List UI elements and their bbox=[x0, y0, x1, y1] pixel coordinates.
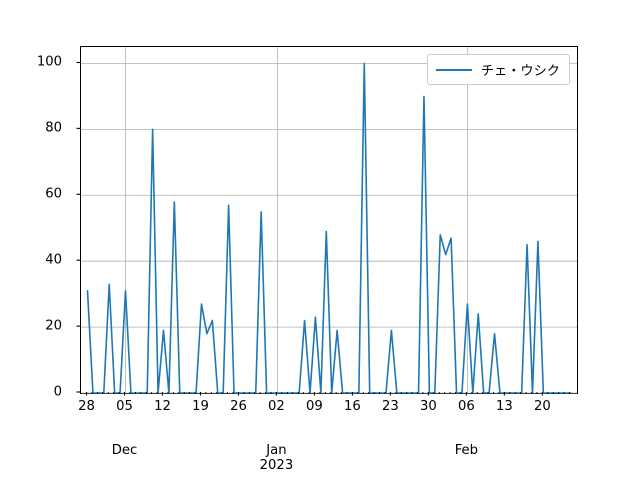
y-axis-tick-label: 80 bbox=[45, 120, 62, 136]
x-axis-tick-label: 26 bbox=[230, 399, 247, 414]
x-axis-tick-labels: 28 05 12 19 26 02 09 16 23 30 06 13 20 bbox=[78, 399, 576, 419]
y-axis-tick-label: 100 bbox=[36, 54, 62, 70]
month-name: Feb bbox=[454, 443, 479, 458]
month-name: Dec bbox=[111, 443, 138, 458]
x-axis-tick-label: 06 bbox=[457, 399, 475, 414]
x-axis-tick-label: 23 bbox=[382, 399, 399, 414]
data-line-series bbox=[86, 62, 572, 394]
month-name: Jan bbox=[266, 443, 287, 458]
grid-lines bbox=[81, 47, 577, 394]
x-axis-tick-label: 05 bbox=[116, 399, 133, 414]
year-label: 2023 bbox=[259, 458, 294, 473]
x-axis-tick-label: 09 bbox=[306, 399, 323, 414]
y-axis-tick-label: 20 bbox=[45, 318, 62, 334]
x-axis-tick-label: 20 bbox=[533, 399, 551, 414]
x-axis-tick-label: 13 bbox=[495, 399, 513, 414]
y-axis-tick-labels: 0 20 40 60 80 100 bbox=[0, 46, 71, 400]
y-axis-tick-label: 60 bbox=[45, 186, 62, 202]
x-axis-month-labels: Dec Jan 2023 Feb bbox=[80, 443, 576, 483]
legend[interactable]: チェ・ウシク bbox=[426, 54, 570, 85]
x-axis-tick-label: 16 bbox=[344, 399, 361, 414]
x-axis-tick-label: 12 bbox=[154, 399, 171, 414]
x-axis-month-label: Jan 2023 bbox=[260, 443, 294, 473]
x-axis-tick-label: 30 bbox=[420, 399, 437, 414]
x-axis-tick-label: 19 bbox=[192, 399, 209, 414]
x-axis-month-label: Dec bbox=[112, 443, 138, 458]
x-axis-tick-label: 02 bbox=[268, 399, 285, 414]
plot-area: チェ・ウシク bbox=[80, 46, 578, 394]
y-axis-tick-label: 0 bbox=[53, 384, 62, 400]
data-polyline bbox=[86, 62, 572, 394]
legend-label: チェ・ウシク bbox=[480, 64, 560, 79]
y-axis-tick-label: 40 bbox=[45, 252, 62, 268]
legend-line-swatch bbox=[435, 68, 472, 71]
x-axis-tick-label: 28 bbox=[78, 399, 95, 414]
x-axis-month-label: Feb bbox=[455, 443, 478, 458]
